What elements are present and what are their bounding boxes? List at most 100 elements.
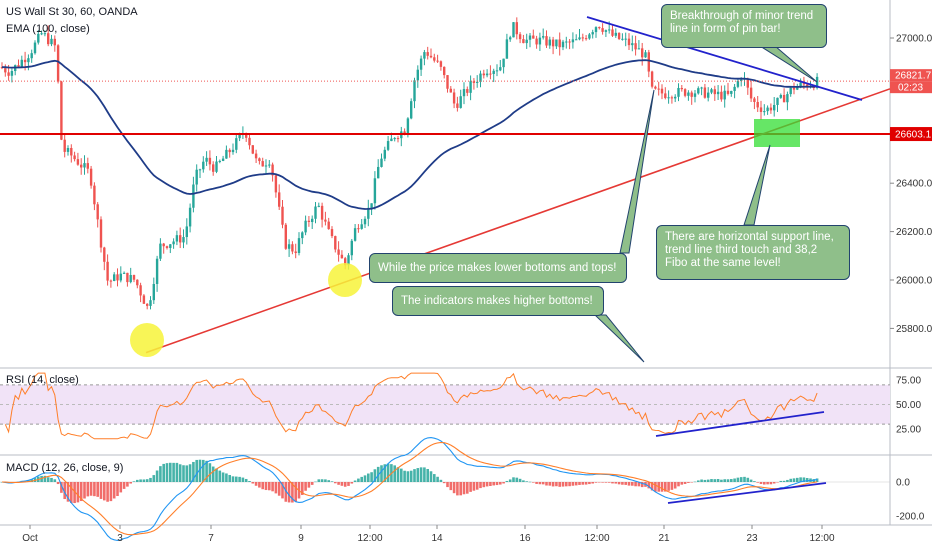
macd-line [1,437,818,542]
candle-body [403,131,406,135]
macd-histogram-bar [162,463,165,482]
candle-body [311,218,314,223]
candle-body [113,274,116,282]
candle-body [522,39,525,44]
macd-histogram-bar [683,482,687,484]
macd-histogram-bar [343,482,347,487]
macd-histogram-bar [324,479,327,482]
macd-histogram-bar [106,482,109,502]
price-tick-label: 25800.0 [896,324,932,335]
candle-body [7,72,10,76]
candle-body [33,42,37,54]
macd-histogram-bar [545,482,548,486]
macd-histogram-bar [700,479,703,482]
macd-histogram-bar [792,478,796,482]
macd-histogram-bar [60,482,63,493]
candle-body [650,71,654,87]
candle-body [535,38,538,45]
candle-body [254,153,258,159]
candle-body [687,92,690,96]
macd-histogram-bar [129,482,132,484]
macd-histogram-bar [172,462,175,482]
candle-body [608,29,611,31]
candle-body [614,32,617,36]
macd-histogram-bar [244,478,248,482]
macd-histogram-bar [680,482,684,485]
candle-body [142,295,146,304]
macd-histogram-bar [202,459,205,482]
macd-histogram-bar [142,479,146,482]
macd-histogram-bar [79,482,83,502]
macd-histogram-bar [327,480,330,482]
candle-body [766,107,769,112]
macd-histogram-bar [99,482,103,499]
candle-body [611,29,614,36]
macd-histogram-bar [456,482,459,496]
macd-histogram-bar [706,479,710,482]
candle-body [740,79,743,81]
macd-histogram-bar [198,459,202,482]
macd-histogram-bar [225,473,228,482]
macd-histogram-bar [56,482,60,485]
candle-body [396,138,400,140]
macd-histogram-bar [525,481,528,482]
candle-body [479,73,482,82]
macd-histogram-bar [508,479,512,482]
bottom-marker-circle [328,263,362,297]
candle-body [518,34,522,40]
candle-body [363,218,367,225]
candle-body [703,87,707,98]
macd-histogram-bar [449,482,453,491]
macd-histogram-bar [261,482,264,490]
candle-body [83,163,86,168]
macd-legend: MACD (12, 26, close, 9) [6,462,124,474]
macd-histogram-bar [284,482,288,502]
macd-histogram-bar [815,478,819,482]
candle-body [353,228,357,241]
candle-body [377,166,380,179]
candle-body [759,107,763,112]
macd-histogram-bar [733,478,736,482]
candle-body [789,87,792,95]
macd-histogram-bar [472,482,476,491]
candle-body [664,93,667,99]
candle-body [162,243,165,247]
macd-histogram-bar [360,476,363,482]
macd-histogram-bar [654,482,657,492]
macd-histogram-bar [479,482,482,489]
macd-histogram-bar [670,482,674,490]
macd-tick-label: 0.0 [896,478,910,489]
candle-body [228,149,231,153]
candle-body [782,94,786,103]
candle-body [291,244,294,252]
macd-histogram-bar [426,468,429,482]
candle-body [17,65,20,67]
macd-histogram-bar [779,480,783,482]
candle-body [93,185,96,205]
macd-histogram-bar [353,480,357,482]
macd-histogram-bar [357,478,360,482]
macd-histogram-bar [677,482,680,487]
candle-body [350,240,353,256]
ema-legend: EMA (100, close) [6,23,90,35]
macd-histogram-bar [776,482,779,483]
macd-histogram-bar [268,482,271,491]
candle-body [575,39,578,41]
candle-body [462,89,466,97]
price-tick-label: 27000.0 [896,34,932,45]
candle-body [30,53,33,59]
macd-histogram-bar [145,479,149,482]
macd-histogram-bar [802,477,806,482]
candle-body [380,158,383,167]
time-tick-label: 12:00 [809,533,834,544]
macd-histogram-bar [122,482,126,489]
symbol-title: US Wall St 30, 60, OANDA [6,6,138,18]
macd-histogram-bar [647,482,651,489]
candle-body [119,273,122,281]
macd-histogram-bar [241,477,245,482]
candle-body [627,38,631,46]
macd-histogram-bar [205,460,208,482]
rsi-tick-label: 25.00 [896,425,921,436]
macd-histogram-bar [782,480,786,482]
candle-body [202,161,205,170]
